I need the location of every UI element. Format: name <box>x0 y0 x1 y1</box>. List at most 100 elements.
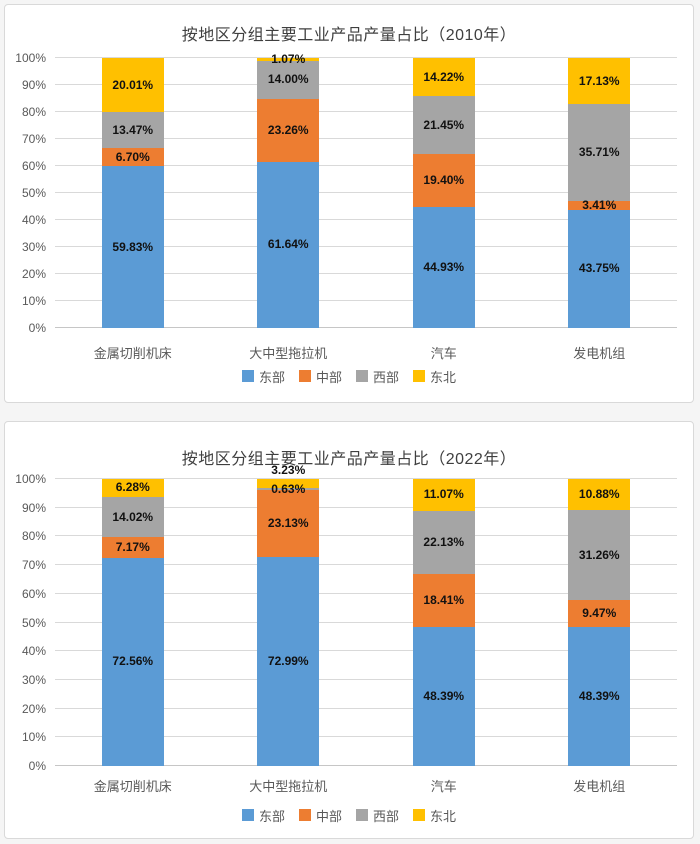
data-label: 43.75% <box>578 261 620 276</box>
category-label: 大中型拖拉机 <box>249 779 328 794</box>
stacked-bar: 48.39% 18.41% 22.13% 11.07% <box>412 479 475 766</box>
y-axis-tick-label: 0% <box>28 321 46 335</box>
gridline <box>55 165 677 166</box>
gridline <box>55 327 677 328</box>
data-label: 31.26% <box>578 547 620 562</box>
y-axis-tick-label: 100% <box>15 472 46 486</box>
data-label: 17.13% <box>578 73 620 88</box>
data-label: 6.70% <box>115 149 150 164</box>
y-axis-tick-label: 30% <box>21 672 46 687</box>
bar-segment-中部 <box>101 148 164 167</box>
data-label: 6.28% <box>115 480 150 495</box>
data-label: 20.01% <box>112 77 154 92</box>
y-axis-tick-label: 20% <box>21 701 46 716</box>
stacked-bar: 61.64% 23.26% 14.00% 1.07% <box>257 52 320 328</box>
bar-segment-西部 <box>257 488 320 491</box>
bar-segment-东北 <box>101 478 164 497</box>
data-label: 1.07% <box>271 52 306 67</box>
category-axis: 金属切削机床 大中型拖拉机 汽车 发电机组 <box>55 343 677 362</box>
data-label: 48.39% <box>423 689 465 704</box>
bar-segment-东部 <box>412 627 475 766</box>
y-axis-tick-label: 0% <box>28 759 46 773</box>
y-axis-tick-label: 50% <box>21 615 46 630</box>
stacked-bar: 59.83% 6.70% 13.47% 20.01% <box>101 57 164 328</box>
bar-segment-中部 <box>412 574 475 628</box>
y-axis-tick-label: 70% <box>21 132 46 146</box>
gridline <box>55 535 677 537</box>
legend-swatch-icon <box>413 809 426 821</box>
y-axis-tick-label: 10% <box>21 294 46 308</box>
data-label: 14.00% <box>267 72 309 87</box>
data-label: 0.63% <box>271 481 306 496</box>
bar-segment-东部 <box>101 557 164 766</box>
legend-label: 中部 <box>315 808 342 824</box>
y-axis-tick-label: 60% <box>21 159 46 173</box>
chart-panel-2010: 按地区分组主要工业产品产量占比（2010年） 0% 10% 20% 30% 40% 50%… <box>4 4 694 403</box>
legend-swatch-icon <box>413 370 426 382</box>
bar-segment-西部 <box>412 96 475 155</box>
chart-panel-2022: 按地区分组主要工业产品产量占比（2022年） 0% 10% 20% 30% 40% 50%… <box>4 421 694 839</box>
gridline <box>55 138 677 139</box>
bar-segment-东部 <box>101 166 164 328</box>
legend-label: 西部 <box>373 369 400 385</box>
legend-item-东部: 东部 <box>241 367 285 386</box>
gridline <box>55 678 677 680</box>
y-axis-tick-label: 70% <box>21 558 46 573</box>
bar-segment-西部 <box>101 112 164 149</box>
data-label: 3.23% <box>271 463 306 477</box>
bar-column-4: 48.39% 9.47% 31.26% 10.88% <box>522 479 678 766</box>
bar-segment-东部 <box>568 209 631 328</box>
category-label: 金属切削机床 <box>93 346 172 361</box>
bar-segment-西部 <box>568 510 631 600</box>
legend: 东部 中部 西部 东北 <box>5 367 693 385</box>
legend-swatch-icon <box>356 370 368 382</box>
stacked-bar: 72.56% 7.17% 14.02% 6.28% <box>101 478 164 766</box>
bar-segment-中部 <box>257 490 320 557</box>
category-label: 金属切削机床 <box>93 779 172 794</box>
y-axis-tick-label: 100% <box>15 51 46 65</box>
data-label: 35.71% <box>578 144 620 159</box>
legend-swatch-icon <box>241 809 254 821</box>
data-label: 11.07% <box>423 487 464 502</box>
bar-segment-中部 <box>412 154 475 207</box>
data-label: 72.56% <box>112 654 154 669</box>
gridline <box>55 192 677 193</box>
data-label: 22.13% <box>423 535 465 550</box>
legend-item-中部: 中部 <box>298 367 342 386</box>
bar-column-1: 72.56% 7.17% 14.02% 6.28% <box>55 478 211 766</box>
data-label: 19.40% <box>423 173 465 187</box>
gridline <box>55 478 677 479</box>
bar-column-2: 72.99% 23.13% 0.63% 3.23% <box>211 463 367 766</box>
legend-swatch-icon <box>298 809 311 821</box>
bar-segment-中部 <box>257 98 320 162</box>
legend-label: 中部 <box>315 369 342 385</box>
y-axis-tick-label: 50% <box>21 186 46 200</box>
gridline <box>55 736 677 738</box>
legend: 东部 中部 西部 东北 <box>5 806 693 824</box>
bar-segment-东部 <box>412 206 475 328</box>
data-label: 59.83% <box>112 239 154 254</box>
legend-label: 东北 <box>430 369 457 385</box>
data-label: 48.39% <box>578 689 620 704</box>
legend-swatch-icon <box>356 809 368 821</box>
legend-label: 东部 <box>258 369 285 385</box>
gridline <box>55 650 677 652</box>
category-axis: 金属切削机床 大中型拖拉机 汽车 发电机组 <box>55 776 677 795</box>
data-label: 61.64% <box>267 237 309 252</box>
category-label: 发电机组 <box>573 346 626 361</box>
legend-swatch-icon <box>241 370 254 382</box>
category-label: 大中型拖拉机 <box>249 346 328 361</box>
stacked-bar: 43.75% 3.41% 35.71% 17.13% <box>568 58 631 328</box>
bar-segment-中部 <box>568 599 631 628</box>
data-label: 10.88% <box>578 487 620 502</box>
y-axis-tick-label: 10% <box>21 730 46 745</box>
y-axis-tick-label: 40% <box>21 213 46 227</box>
gridline <box>55 273 677 274</box>
data-label: 23.13% <box>267 515 309 530</box>
gridline <box>55 621 677 623</box>
bar-segment-东北 <box>412 479 475 511</box>
data-label: 18.41% <box>423 593 465 608</box>
legend-label: 东北 <box>430 808 457 824</box>
bar-segment-东北 <box>412 58 475 97</box>
bar-column-4: 43.75% 3.41% 35.71% 17.13% <box>522 58 678 328</box>
